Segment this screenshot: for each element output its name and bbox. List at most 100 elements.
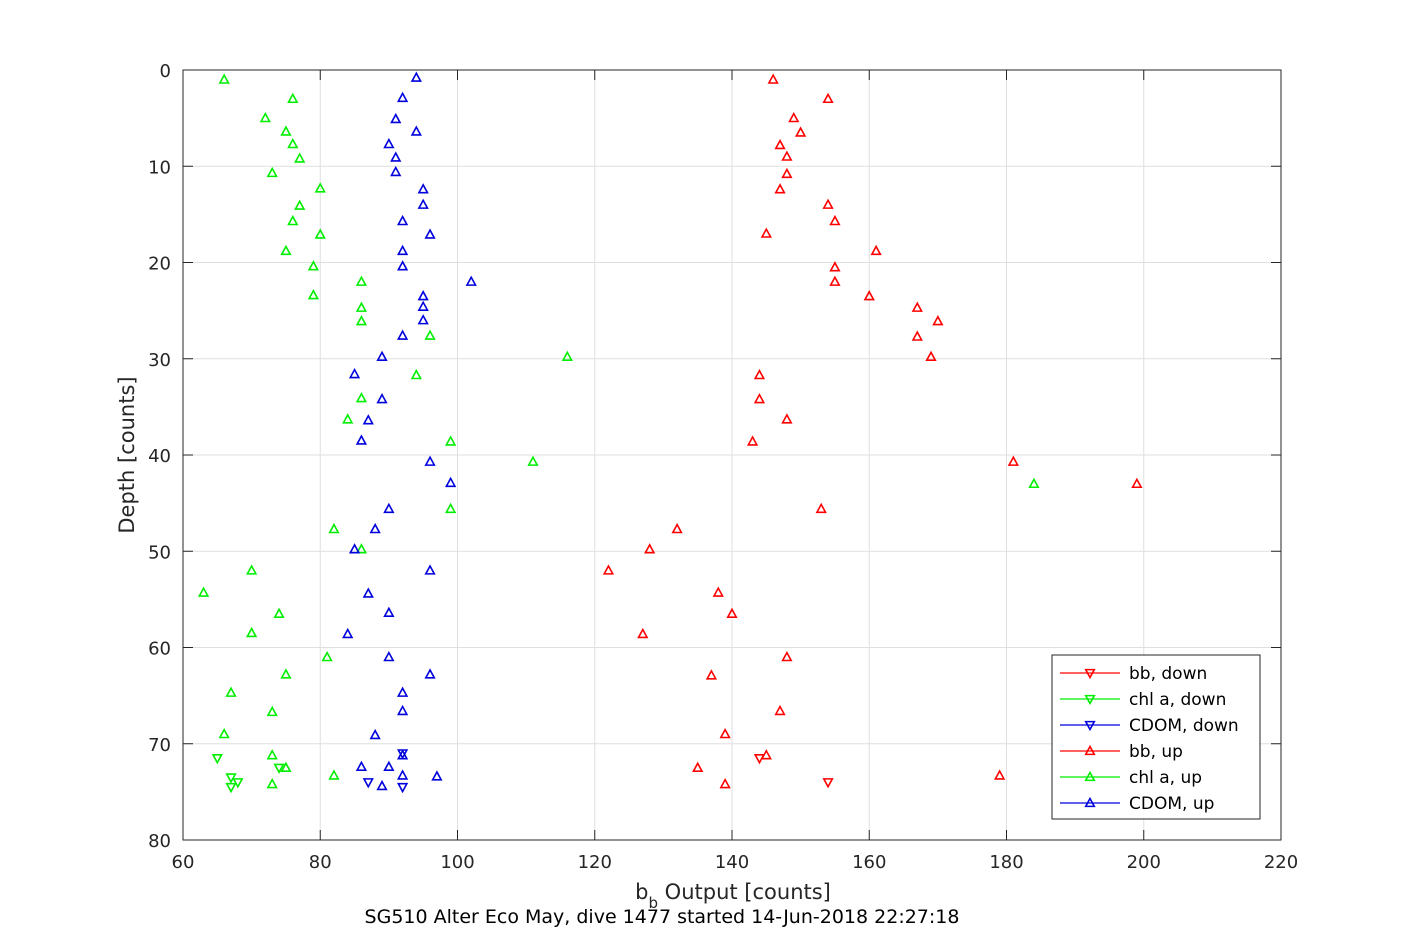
data-point <box>383 137 395 149</box>
data-point <box>218 73 230 84</box>
data-point <box>287 92 299 104</box>
data-point <box>294 199 306 210</box>
data-point <box>417 183 429 194</box>
data-point <box>280 668 292 679</box>
data-point <box>445 502 457 514</box>
data-point <box>527 455 539 466</box>
data-point <box>753 392 766 404</box>
data-point <box>294 152 306 163</box>
legend-item: chl a, down <box>1060 690 1226 710</box>
data-point <box>211 754 223 765</box>
legend-item: bb, down <box>1060 664 1207 684</box>
data-point <box>390 112 402 124</box>
data-point <box>328 522 340 534</box>
legend-label: bb, up <box>1129 742 1183 762</box>
footer-caption: SG510 Alter Eco May, dive 1477 started 1… <box>365 906 960 928</box>
data-point <box>225 773 237 784</box>
data-point <box>774 138 786 150</box>
data-point <box>218 727 230 739</box>
data-point <box>369 522 381 534</box>
data-point <box>225 782 237 794</box>
data-point <box>376 350 388 362</box>
data-point <box>396 260 409 271</box>
data-point <box>307 260 320 271</box>
data-point <box>266 777 278 789</box>
data-point <box>259 111 271 123</box>
data-point <box>362 414 374 425</box>
data-point <box>822 198 834 209</box>
x-axis-label-subscript: b <box>648 894 658 912</box>
data-point <box>355 760 368 772</box>
data-point <box>726 607 738 618</box>
data-point <box>431 770 443 781</box>
data-point <box>760 227 772 238</box>
data-point <box>246 626 258 638</box>
data-point <box>314 182 326 193</box>
data-point <box>396 686 409 697</box>
x-tick-label: 200 <box>1127 852 1161 873</box>
data-point <box>342 413 354 424</box>
data-point <box>396 214 409 226</box>
series-4 <box>197 73 1040 789</box>
data-point <box>602 564 615 575</box>
legend-item: chl a, up <box>1060 768 1202 788</box>
data-point <box>348 367 361 379</box>
data-point <box>774 704 786 716</box>
series-1 <box>211 754 285 794</box>
data-point <box>719 777 731 789</box>
data-point <box>774 183 786 194</box>
data-point <box>1131 477 1143 489</box>
legend-label: chl a, up <box>1129 768 1202 788</box>
data-point <box>266 749 278 760</box>
data-point <box>376 392 388 404</box>
data-point <box>760 749 772 760</box>
legend-marker <box>1084 694 1096 706</box>
data-point <box>424 228 436 239</box>
x-axis-label: bb Output [counts] <box>635 880 831 912</box>
data-point <box>280 244 292 256</box>
legend-label: bb, down <box>1129 664 1207 684</box>
data-point <box>225 686 237 697</box>
legend-marker <box>1084 770 1096 782</box>
data-points <box>197 71 1143 794</box>
data-point <box>390 165 402 177</box>
data-point <box>246 564 258 575</box>
data-point <box>396 704 409 716</box>
data-point <box>753 368 766 380</box>
data-point <box>383 760 395 772</box>
data-point <box>932 315 944 326</box>
y-tick-label: 40 <box>148 446 171 467</box>
data-point <box>994 769 1006 780</box>
data-point <box>781 150 793 161</box>
legend: bb, down chl a, down CDOM, down bb, up chl a… <box>1051 654 1261 820</box>
x-tick-label: 100 <box>440 852 474 873</box>
data-point <box>396 782 409 794</box>
data-point <box>396 91 409 103</box>
data-point <box>266 166 278 178</box>
data-point <box>396 769 409 780</box>
data-point <box>355 301 368 312</box>
data-point <box>822 92 834 104</box>
data-point <box>355 434 368 445</box>
legend-box <box>1051 654 1261 820</box>
data-point <box>424 668 436 679</box>
data-point <box>781 413 793 424</box>
data-point <box>417 314 429 325</box>
data-point <box>822 778 834 789</box>
data-point <box>795 126 807 137</box>
data-point <box>383 502 395 514</box>
data-point <box>396 244 409 256</box>
x-tick-label: 60 <box>172 852 195 873</box>
data-point <box>314 228 326 239</box>
data-point <box>390 151 402 162</box>
data-point <box>417 290 429 301</box>
legend-item: bb, up <box>1060 742 1183 762</box>
x-axis-label-main: b <box>635 880 648 904</box>
data-point <box>355 275 368 286</box>
data-point <box>287 214 299 226</box>
data-point <box>280 125 292 136</box>
data-point <box>287 137 299 149</box>
data-point <box>355 315 368 326</box>
data-point <box>1007 455 1019 466</box>
y-tick-label: 20 <box>148 254 171 275</box>
